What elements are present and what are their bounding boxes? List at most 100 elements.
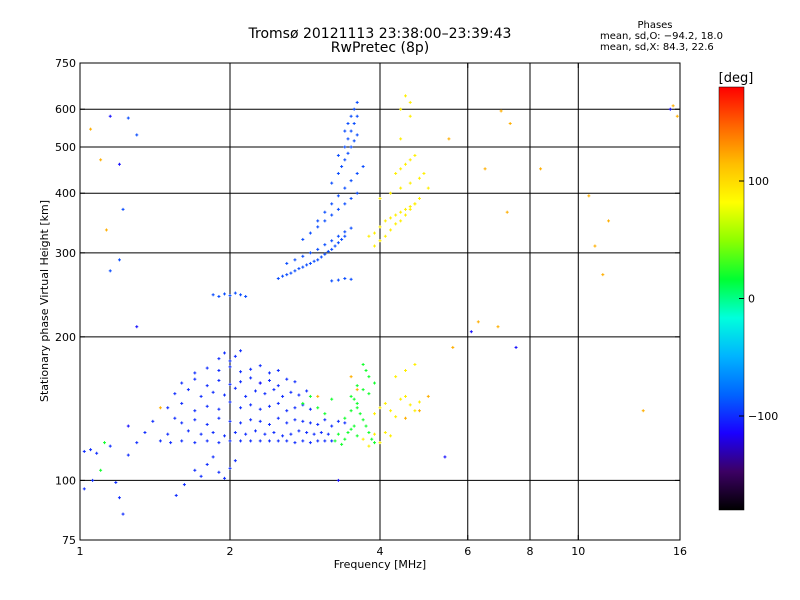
data-point — [268, 371, 270, 375]
data-point — [414, 153, 416, 157]
data-point — [608, 219, 610, 223]
data-point — [350, 145, 352, 149]
data-point — [286, 421, 288, 425]
data-point — [418, 196, 420, 200]
colorbar-tick-label: 100 — [748, 175, 769, 188]
data-point — [309, 394, 311, 398]
data-point — [404, 162, 406, 166]
data-point — [187, 429, 189, 433]
data-point — [277, 384, 279, 388]
data-point — [384, 431, 386, 435]
data-point — [174, 392, 176, 396]
colorbar-tick-label: 0 — [748, 293, 755, 306]
data-point — [302, 401, 304, 405]
data-point — [212, 390, 214, 394]
data-point — [327, 432, 329, 436]
data-point — [409, 114, 411, 118]
data-point — [390, 434, 392, 438]
data-point — [294, 258, 296, 262]
data-point — [368, 234, 370, 238]
data-point — [341, 165, 343, 169]
data-point — [181, 439, 183, 443]
data-point — [245, 394, 247, 398]
data-point — [259, 381, 261, 385]
data-point — [353, 424, 355, 428]
data-point — [379, 406, 381, 410]
data-point — [506, 210, 508, 214]
data-point — [374, 412, 376, 416]
data-point — [240, 406, 242, 410]
data-point — [331, 239, 333, 243]
data-point — [294, 406, 296, 410]
data-point — [104, 441, 106, 445]
data-point — [290, 271, 292, 275]
data-point — [390, 191, 392, 195]
data-point — [317, 422, 319, 426]
data-point — [240, 349, 242, 353]
data-point — [395, 213, 397, 217]
data-point — [344, 158, 346, 162]
data-point — [240, 421, 242, 425]
data-point — [159, 439, 161, 443]
data-point — [320, 255, 322, 259]
data-point — [250, 439, 252, 443]
data-point — [470, 330, 472, 334]
data-point — [159, 406, 161, 410]
data-point — [347, 431, 349, 435]
data-point — [594, 244, 596, 248]
data-point — [317, 247, 319, 251]
data-point — [334, 244, 336, 248]
x-tick-label: 6 — [464, 545, 471, 558]
data-point — [350, 409, 352, 413]
data-point — [218, 407, 220, 411]
data-point — [259, 419, 261, 423]
data-point — [418, 409, 420, 413]
data-point — [374, 231, 376, 235]
data-point — [331, 397, 333, 401]
y-tick-label: 100 — [55, 474, 76, 487]
data-point — [362, 388, 364, 392]
data-point — [337, 171, 339, 175]
data-point — [588, 194, 590, 198]
data-point — [294, 418, 296, 422]
data-point — [234, 354, 236, 358]
data-point — [109, 444, 111, 448]
data-point — [337, 194, 339, 198]
data-point — [353, 122, 355, 126]
data-point — [109, 269, 111, 273]
data-point — [350, 196, 352, 200]
colorbar-label: [deg] — [719, 71, 754, 86]
data-point — [356, 191, 358, 195]
data-point — [302, 237, 304, 241]
data-point — [206, 439, 208, 443]
data-point — [194, 409, 196, 413]
data-point — [254, 429, 256, 433]
data-point — [350, 375, 352, 379]
data-point — [341, 442, 343, 446]
data-point — [337, 419, 339, 423]
data-point — [409, 181, 411, 185]
data-point — [282, 274, 284, 278]
data-point — [418, 400, 420, 404]
data-point — [404, 368, 406, 372]
x-tick-label: 16 — [673, 545, 687, 558]
data-point — [324, 439, 326, 443]
data-point — [229, 294, 231, 298]
data-point — [206, 366, 208, 370]
data-point — [100, 158, 102, 162]
data-point — [187, 388, 189, 392]
data-point — [167, 432, 169, 436]
data-point — [83, 449, 85, 453]
data-point — [356, 114, 358, 118]
data-point — [540, 167, 542, 171]
data-point — [90, 448, 92, 452]
colorbar-tick-label: −100 — [748, 410, 778, 423]
data-points — [82, 94, 679, 516]
data-point — [324, 243, 326, 247]
data-point — [331, 424, 333, 428]
data-point — [356, 133, 358, 137]
data-point — [306, 389, 308, 393]
data-point — [444, 455, 446, 459]
data-point — [515, 345, 517, 349]
data-point — [294, 441, 296, 445]
